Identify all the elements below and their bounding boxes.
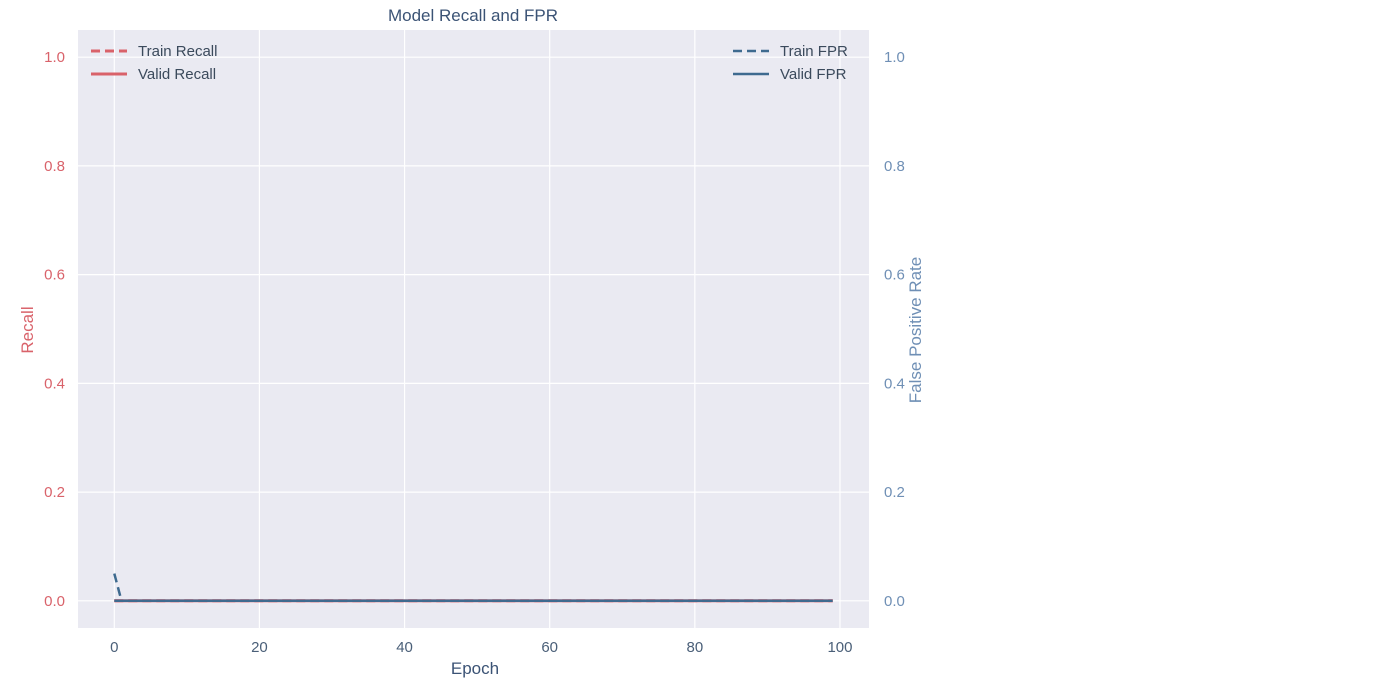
y-tick-label-left: 1.0	[44, 49, 65, 66]
y-tick-label-left: 0.0	[44, 593, 65, 610]
y-axis-label-right: False Positive Rate	[906, 257, 925, 403]
x-tick-label: 0	[110, 639, 118, 656]
legend-label-train-fpr: Train FPR	[780, 43, 848, 60]
y-tick-label-right: 0.2	[884, 484, 905, 501]
series-group	[113, 573, 833, 603]
x-axis-label: Epoch	[451, 659, 499, 678]
legend-left: Train Recall Valid Recall	[91, 43, 217, 83]
x-tick-label: 100	[827, 639, 852, 656]
y-tick-label-left: 0.8	[44, 158, 65, 175]
y-tick-label-right: 0.4	[884, 375, 905, 392]
y-axis-label-left: Recall	[18, 306, 37, 353]
y-tick-label-left: 0.6	[44, 267, 65, 284]
y-tick-label-left: 0.2	[44, 484, 65, 501]
y-tick-label-right: 0.0	[884, 593, 905, 610]
legend-label-valid-fpr: Valid FPR	[780, 66, 847, 83]
y-tick-label-right: 1.0	[884, 49, 905, 66]
legend-label-valid-recall: Valid Recall	[138, 66, 216, 83]
x-tick-label: 40	[396, 639, 413, 656]
x-tick-label: 60	[541, 639, 558, 656]
x-tick-label: 20	[251, 639, 268, 656]
legend-right: Train FPR Valid FPR	[733, 43, 848, 83]
y-tick-label-right: 0.8	[884, 158, 905, 175]
chart-title: Model Recall and FPR	[388, 6, 558, 25]
legend-label-train-recall: Train Recall	[138, 43, 217, 60]
y-tick-label-left: 0.4	[44, 375, 65, 392]
tick-labels: 0 20 40 60 80 100 0.0 0.2 0.4 0.6 0.8 1.0 0.0 0.2 0.4 0…	[44, 49, 905, 656]
y-tick-label-right: 0.6	[884, 267, 905, 284]
plot-background	[78, 30, 869, 628]
x-tick-label: 80	[686, 639, 703, 656]
